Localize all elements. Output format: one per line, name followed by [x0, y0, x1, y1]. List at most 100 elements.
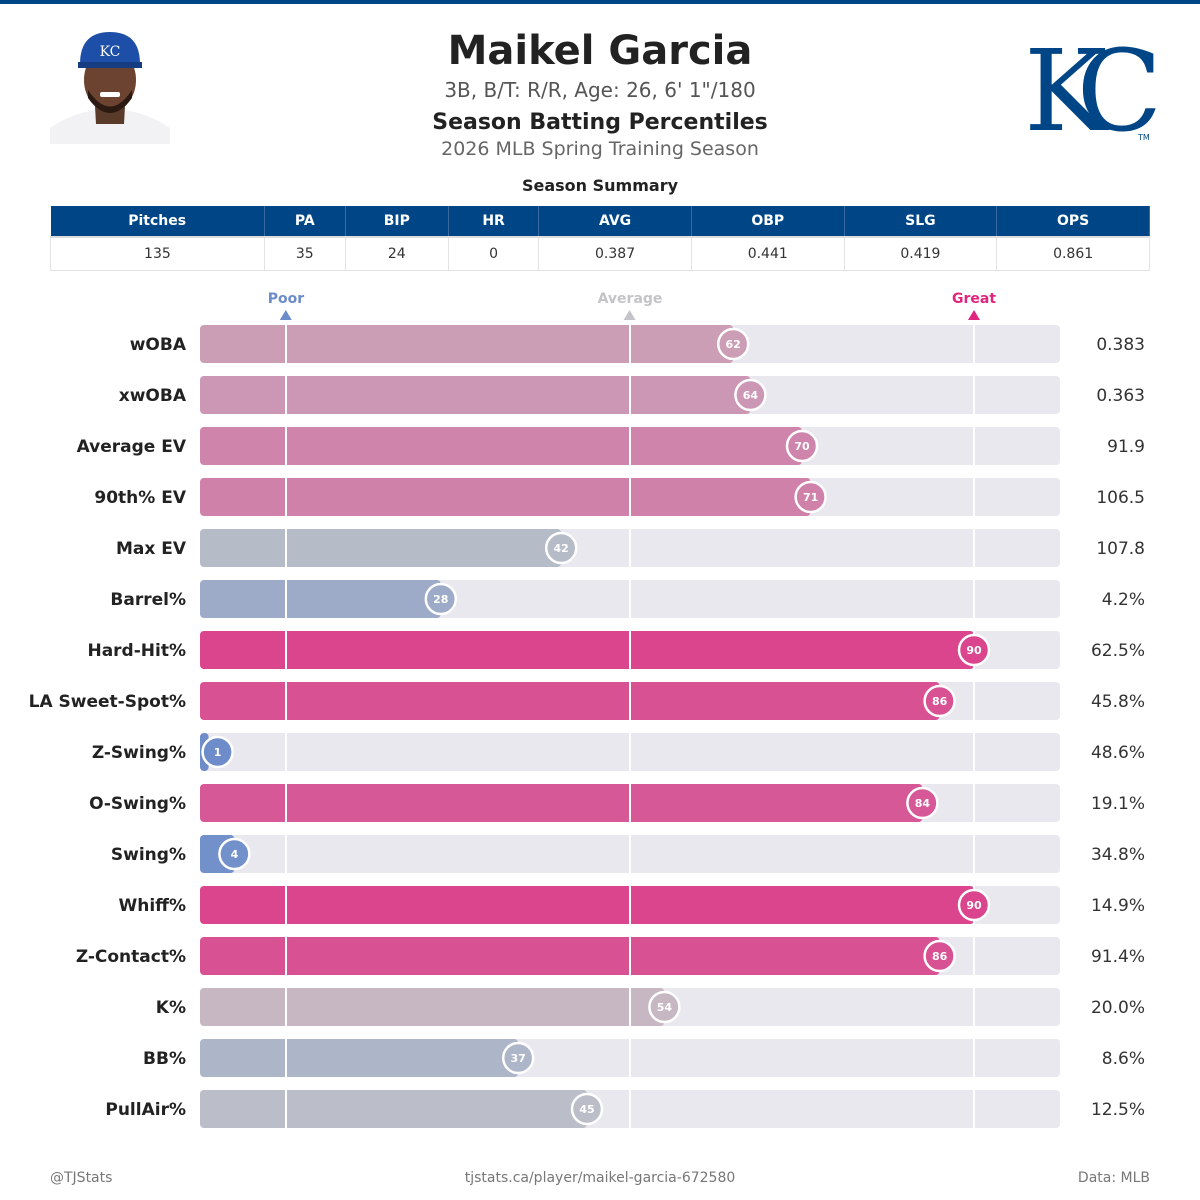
- stat-value: 20.0%: [1091, 998, 1145, 1018]
- scale-great: Great: [952, 291, 996, 320]
- cap-logo-text: KC: [100, 44, 121, 60]
- percentile-marker: [734, 378, 767, 412]
- scale-poor: Poor: [268, 291, 304, 320]
- percentile-label: 1: [214, 746, 222, 759]
- category-label: xwOBA: [119, 386, 187, 406]
- percentile-label: 64: [743, 389, 759, 402]
- bar-hard-hit-: [200, 631, 974, 669]
- percentile-label: 86: [932, 950, 948, 963]
- bar-woba: [200, 325, 734, 363]
- stat-value: 48.6%: [1091, 743, 1145, 763]
- category-label: 90th% EV: [94, 488, 186, 508]
- percentile-marker: [794, 480, 827, 514]
- bar-z-contact-: [200, 937, 940, 975]
- bar-bb-: [200, 1039, 519, 1077]
- bar-barrel-: [200, 580, 441, 618]
- scale-great-label: Great: [951, 291, 997, 307]
- footer-source: Data: MLB: [1077, 1170, 1150, 1186]
- percentile-label: 90: [966, 644, 982, 657]
- player-headshot: KC: [50, 28, 170, 144]
- category-label: PullAir%: [105, 1100, 186, 1120]
- percentile-label: 4: [231, 848, 239, 861]
- stat-value: 91.9: [1107, 437, 1145, 457]
- summary-header-avg: AVG: [538, 206, 692, 237]
- percentile-marker: [785, 429, 819, 463]
- percentile-marker: [923, 684, 956, 718]
- category-label: wOBA: [130, 335, 187, 355]
- percentile-label: 90: [966, 899, 982, 912]
- bar-average-ev: [200, 427, 802, 465]
- category-label: Z-Contact%: [76, 947, 186, 967]
- percentile-label: 45: [579, 1103, 594, 1116]
- summary-header-hr: HR: [448, 206, 540, 237]
- footer-handle: @TJStats: [50, 1170, 113, 1186]
- stat-value: 12.5%: [1091, 1100, 1145, 1120]
- chart-title: Season Batting Percentiles: [432, 110, 768, 135]
- summary-header-obp: OBP: [691, 206, 845, 237]
- triangle-up-icon: [280, 310, 292, 320]
- category-label: Barrel%: [110, 590, 186, 610]
- percentile-label: 86: [932, 695, 948, 708]
- percentile-marker: [424, 582, 458, 616]
- season-summary-table: Pitches PA BIP HR AVG OBP SLG OPS 135 35 24 0 0.387…: [50, 206, 1150, 271]
- category-label: Swing%: [111, 845, 186, 865]
- summary-header-pitches: Pitches: [50, 206, 265, 237]
- stat-value: 106.5: [1096, 488, 1145, 508]
- summary-value-obp: 0.441: [690, 236, 845, 271]
- category-label: Max EV: [116, 539, 187, 559]
- summary-value-pitches: 135: [50, 236, 265, 271]
- percentile-marker: [957, 633, 991, 667]
- category-label: BB%: [143, 1049, 186, 1069]
- summary-value-pa: 35: [263, 236, 346, 271]
- logo-trademark: TM: [1137, 133, 1150, 142]
- percentile-marker: [957, 888, 991, 922]
- percentile-label: 28: [433, 593, 448, 606]
- summary-header-slg: SLG: [844, 206, 998, 237]
- percentile-marker: [716, 327, 750, 361]
- stat-value: 0.383: [1096, 335, 1145, 355]
- percentile-marker: [923, 939, 956, 973]
- percentile-marker: [501, 1041, 535, 1075]
- summary-value-slg: 0.419: [843, 236, 998, 271]
- percentile-label: 54: [657, 1001, 673, 1014]
- stat-value: 8.6%: [1102, 1049, 1145, 1069]
- category-label: K%: [156, 998, 186, 1018]
- bar-whiff-: [200, 886, 974, 924]
- bar-o-swing-: [200, 784, 923, 822]
- percentile-label: 70: [794, 440, 810, 453]
- percentile-label: 37: [511, 1052, 526, 1065]
- category-label: Whiff%: [119, 896, 187, 916]
- scale-poor-label: Poor: [267, 291, 305, 307]
- triangle-up-icon: [968, 310, 980, 320]
- summary-value-hr: 0: [447, 236, 540, 271]
- bar-la-sweet-spot-: [200, 682, 940, 720]
- percentile-marker: [570, 1092, 604, 1126]
- bar-xwoba: [200, 376, 751, 414]
- summary-header-pa: PA: [264, 206, 346, 237]
- percentile-marker: [906, 786, 939, 820]
- bar-k-: [200, 988, 665, 1026]
- percentile-label: 71: [803, 491, 818, 504]
- stat-value: 19.1%: [1091, 794, 1145, 814]
- percentile-marker: [544, 531, 578, 565]
- stat-value: 62.5%: [1091, 641, 1145, 661]
- percentile-label: 42: [554, 542, 569, 555]
- stat-value: 4.2%: [1102, 590, 1145, 610]
- stat-value: 107.8: [1096, 539, 1145, 559]
- player-name: Maikel Garcia: [447, 28, 753, 74]
- stat-value: 91.4%: [1091, 947, 1145, 967]
- category-label: LA Sweet-Spot%: [29, 692, 186, 712]
- summary-header-ops: OPS: [996, 206, 1150, 237]
- summary-header-bip: BIP: [345, 206, 449, 237]
- category-label: O-Swing%: [89, 794, 186, 814]
- percentile-label: 62: [726, 338, 741, 351]
- stat-value: 45.8%: [1091, 692, 1145, 712]
- footer-url: tjstats.ca/player/maikel-garcia-672580: [464, 1170, 736, 1186]
- percentile-marker: [648, 990, 681, 1024]
- summary-value-bip: 24: [344, 236, 449, 271]
- scale-average: Average: [597, 291, 663, 320]
- scale-average-label: Average: [597, 291, 663, 307]
- summary-title: Season Summary: [521, 176, 679, 195]
- bar-pullair-: [200, 1090, 587, 1128]
